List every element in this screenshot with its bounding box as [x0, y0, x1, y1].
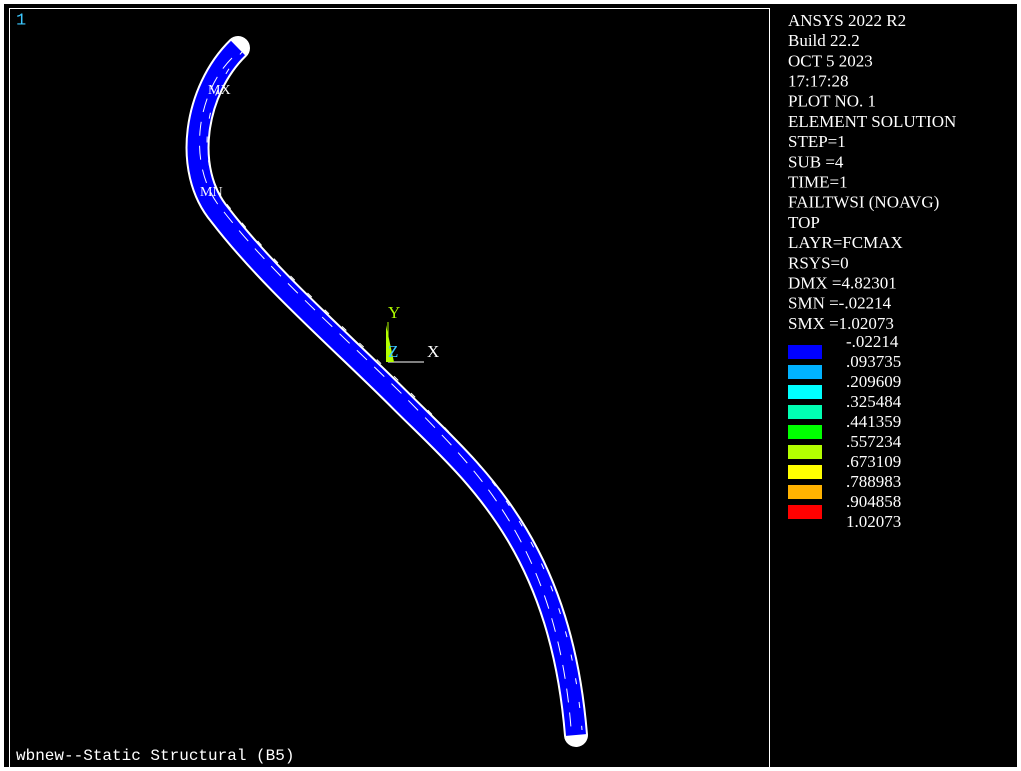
info-line: SMX =1.02073	[788, 314, 894, 333]
info-line: ANSYS 2022 R2	[788, 11, 906, 30]
footer: wbnew--Static Structural (B5)	[16, 747, 294, 765]
legend-label: 1.02073	[846, 512, 901, 531]
info-line: LAYR=FCMAX	[788, 233, 903, 252]
triad-y-label: Y	[388, 303, 400, 322]
info-line: Build 22.2	[788, 31, 860, 50]
triad-x-label: X	[427, 342, 439, 361]
legend-label: .557234	[846, 432, 902, 451]
legend-label: .904858	[846, 492, 901, 511]
info-line: FAILTWSI (NOAVG)	[788, 193, 939, 212]
info-line: 17:17:28	[788, 72, 848, 91]
legend-swatch	[788, 425, 822, 439]
window-number: 1	[16, 11, 26, 30]
info-line: STEP=1	[788, 132, 846, 151]
info-line: TIME=1	[788, 173, 848, 192]
min-label: MN	[200, 185, 223, 200]
max-label: MX	[208, 83, 231, 98]
page: 1 MX MN Y Z X wbnew--Static Structural (…	[0, 0, 1021, 771]
info-line: DMX =4.82301	[788, 274, 897, 293]
info-line: TOP	[788, 213, 820, 232]
legend-swatch	[788, 485, 822, 499]
info-line: SUB =4	[788, 152, 844, 171]
legend-label: -.02214	[846, 332, 899, 351]
legend-swatch	[788, 365, 822, 379]
legend-label: .325484	[846, 392, 902, 411]
info-line: PLOT NO. 1	[788, 92, 876, 111]
info-line: OCT 5 2023	[788, 51, 873, 70]
legend-label: .788983	[846, 472, 901, 491]
info-line: RSYS=0	[788, 253, 849, 272]
legend-swatch	[788, 405, 822, 419]
legend-swatch	[788, 465, 822, 479]
legend-swatch	[788, 345, 822, 359]
legend-label: .209609	[846, 372, 901, 391]
triad-z-label: Z	[388, 342, 398, 361]
legend-label: .673109	[846, 452, 901, 471]
info-line: ELEMENT SOLUTION	[788, 112, 956, 131]
legend-label: .093735	[846, 352, 901, 371]
ansys-window: 1 MX MN Y Z X wbnew--Static Structural (…	[0, 0, 1021, 771]
info-line: SMN =-.02214	[788, 294, 892, 313]
legend-swatch	[788, 505, 822, 519]
legend-swatch	[788, 445, 822, 459]
legend-label: .441359	[846, 412, 901, 431]
legend-swatch	[788, 385, 822, 399]
